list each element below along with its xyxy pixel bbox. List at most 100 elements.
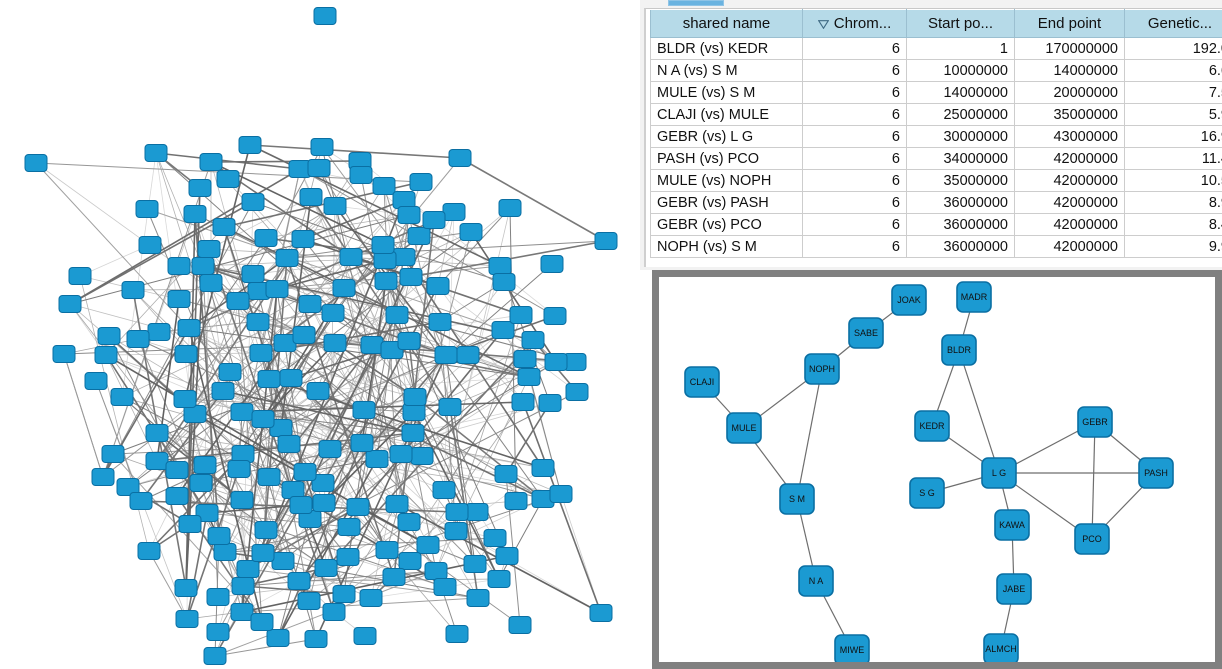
network-edge[interactable]	[241, 401, 524, 413]
network-edge[interactable]	[435, 511, 458, 572]
network-edge[interactable]	[214, 314, 398, 657]
network-node[interactable]	[165, 487, 189, 505]
network-edge[interactable]	[102, 201, 254, 478]
network-node[interactable]	[372, 177, 396, 195]
network-node[interactable]	[281, 481, 305, 499]
network-node[interactable]	[346, 498, 370, 516]
network-node[interactable]	[323, 197, 347, 215]
subnetwork-node[interactable]: S G	[909, 477, 945, 509]
network-edge[interactable]	[309, 361, 557, 520]
network-node[interactable]	[511, 393, 535, 411]
network-node[interactable]	[138, 236, 162, 254]
network-node[interactable]	[147, 323, 171, 341]
network-node[interactable]	[495, 547, 519, 565]
subnetwork-node[interactable]: KAWA	[994, 509, 1030, 541]
network-edge[interactable]	[408, 214, 451, 408]
network-edge[interactable]	[186, 512, 208, 620]
network-node[interactable]	[206, 588, 230, 606]
network-edge[interactable]	[262, 418, 284, 562]
column-header-end-point[interactable]: End point	[1014, 9, 1125, 38]
network-edge[interactable]	[241, 411, 294, 491]
network-edge[interactable]	[214, 638, 317, 657]
network-edge[interactable]	[242, 567, 327, 587]
network-edge[interactable]	[148, 550, 188, 620]
network-edge[interactable]	[277, 442, 363, 639]
network-node[interactable]	[291, 230, 315, 248]
network-node[interactable]	[433, 578, 457, 596]
network-node[interactable]	[398, 552, 422, 570]
network-node[interactable]	[197, 240, 221, 258]
network-node[interactable]	[165, 461, 189, 479]
network-node[interactable]	[271, 552, 295, 570]
network-node[interactable]	[426, 277, 450, 295]
network-node[interactable]	[389, 445, 413, 463]
network-node[interactable]	[332, 279, 356, 297]
network-node[interactable]	[238, 136, 262, 154]
network-node[interactable]	[416, 536, 440, 554]
network-node[interactable]	[24, 154, 48, 172]
network-node[interactable]	[339, 248, 363, 266]
network-node[interactable]	[336, 548, 360, 566]
network-node[interactable]	[175, 610, 199, 628]
subnetwork-node[interactable]: BLDR	[941, 334, 977, 366]
network-node[interactable]	[487, 570, 511, 588]
network-node[interactable]	[58, 295, 82, 313]
subnetwork-node[interactable]: CLAJI	[684, 366, 720, 398]
network-node[interactable]	[230, 491, 254, 509]
network-edge[interactable]	[280, 427, 458, 635]
network-node[interactable]	[167, 257, 191, 275]
subnetwork-node[interactable]: JOAK	[891, 284, 927, 316]
network-node[interactable]	[410, 447, 434, 465]
network-node[interactable]	[116, 478, 140, 496]
network-node[interactable]	[203, 647, 227, 665]
network-node[interactable]	[314, 559, 338, 577]
network-node[interactable]	[385, 306, 409, 324]
network-node[interactable]	[84, 372, 108, 390]
network-node[interactable]	[504, 492, 528, 510]
network-node[interactable]	[321, 304, 345, 322]
network-node[interactable]	[463, 555, 487, 573]
network-node[interactable]	[494, 465, 518, 483]
network-node[interactable]	[289, 496, 313, 514]
network-edge[interactable]	[146, 208, 504, 331]
network-node[interactable]	[549, 485, 573, 503]
subnetwork-node[interactable]: NOPH	[804, 353, 840, 385]
subnetwork-node[interactable]: GEBR	[1077, 406, 1113, 438]
network-edge[interactable]	[63, 353, 104, 478]
network-node[interactable]	[110, 388, 134, 406]
network-node[interactable]	[428, 313, 452, 331]
network-node[interactable]	[538, 394, 562, 412]
network-node[interactable]	[231, 445, 255, 463]
network-node[interactable]	[212, 218, 236, 236]
network-node[interactable]	[68, 267, 92, 285]
network-node[interactable]	[589, 604, 613, 622]
network-node[interactable]	[193, 456, 217, 474]
network-edge[interactable]	[414, 396, 500, 580]
network-node[interactable]	[352, 401, 376, 419]
network-node[interactable]	[299, 188, 323, 206]
network-node[interactable]	[385, 495, 409, 513]
edge-table[interactable]: shared name Chrom... Start po...	[650, 9, 1222, 258]
network-node[interactable]	[257, 370, 281, 388]
network-node[interactable]	[121, 281, 145, 299]
subnetwork-edge[interactable]	[1091, 421, 1096, 540]
network-node[interactable]	[307, 159, 331, 177]
network-edge[interactable]	[498, 498, 544, 580]
network-edge[interactable]	[385, 280, 544, 500]
network-node[interactable]	[236, 560, 260, 578]
column-header-chromosome[interactable]: Chrom...	[802, 9, 907, 38]
network-node[interactable]	[323, 334, 347, 352]
network-node[interactable]	[94, 346, 118, 364]
subnetwork-node[interactable]: N A	[798, 565, 834, 597]
network-node[interactable]	[498, 199, 522, 217]
network-node[interactable]	[365, 450, 389, 468]
network-node[interactable]	[251, 544, 275, 562]
network-edge[interactable]	[241, 555, 508, 613]
network-edge[interactable]	[302, 199, 405, 240]
network-node[interactable]	[513, 350, 537, 368]
network-node[interactable]	[399, 268, 423, 286]
network-node[interactable]	[360, 336, 384, 354]
